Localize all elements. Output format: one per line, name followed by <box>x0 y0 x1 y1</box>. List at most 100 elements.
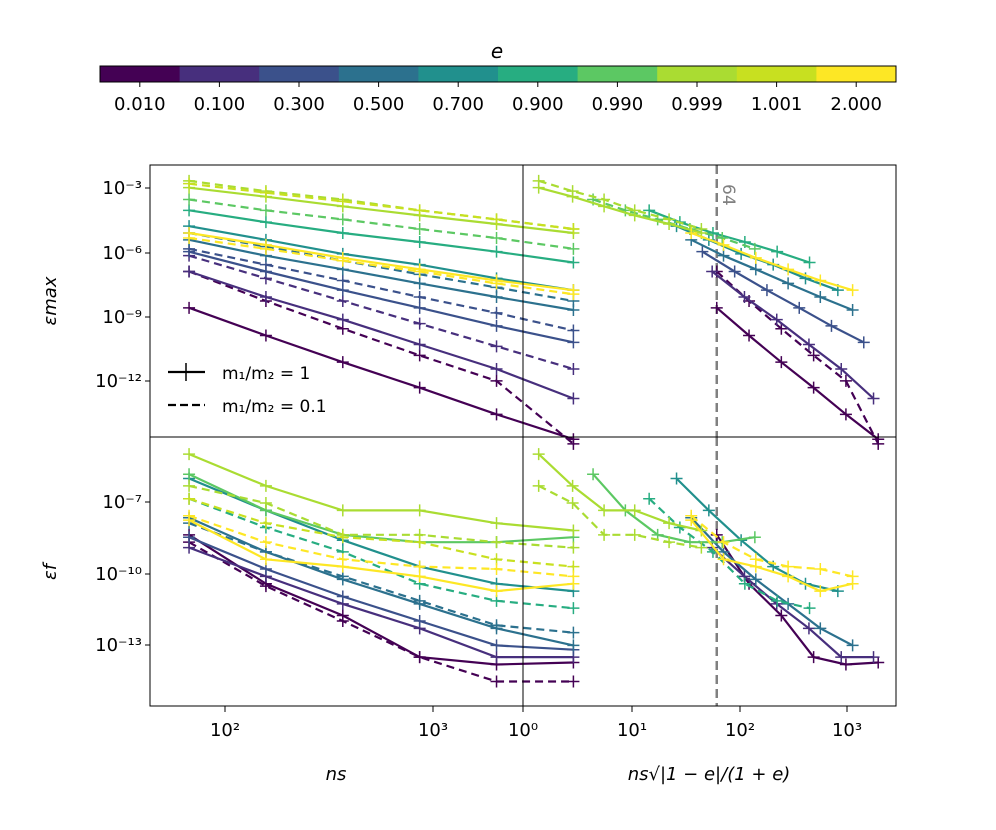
annotation-64: 64 <box>718 184 738 206</box>
data-point-marker <box>628 504 641 517</box>
series-line <box>690 516 854 647</box>
series-line <box>538 186 702 235</box>
data-point-marker <box>706 227 719 239</box>
panel-top-right <box>532 165 885 450</box>
data-point-marker <box>728 265 741 278</box>
data-point-marker <box>413 536 426 549</box>
data-point-marker <box>807 349 820 362</box>
colorbar-tick-label: 0.500 <box>353 94 405 115</box>
series-line <box>188 536 574 651</box>
data-point-marker <box>259 204 272 217</box>
data-point-marker <box>567 675 580 688</box>
data-point-marker <box>628 528 641 541</box>
legend-solid-label: m₁/m₂ = 1 <box>222 364 310 384</box>
data-point-marker <box>567 570 580 583</box>
data-point-marker <box>846 284 859 297</box>
data-point-marker <box>183 193 196 206</box>
data-point-marker <box>771 245 784 258</box>
data-point-marker <box>259 216 272 229</box>
data-point-marker <box>183 204 196 217</box>
data-point-marker <box>749 573 762 586</box>
legend-dashed-label: m₁/m₂ = 0.1 <box>222 397 327 417</box>
colorbar-tick-label: 1.001 <box>751 94 803 115</box>
y-axis-label-top: εmax <box>40 276 61 325</box>
data-point-marker <box>717 249 730 262</box>
colorbar-tick-label: 2.000 <box>830 94 882 115</box>
data-point-marker <box>490 363 503 375</box>
data-point-marker <box>567 639 580 652</box>
data-point-marker <box>183 541 196 554</box>
data-point-marker <box>567 336 580 349</box>
data-point-marker <box>413 265 426 278</box>
data-point-marker <box>490 277 503 290</box>
data-point-marker <box>598 504 611 517</box>
data-point-marker <box>716 232 729 245</box>
data-point-marker <box>336 614 349 627</box>
frame-bottom-left <box>149 436 524 707</box>
data-point-marker <box>782 263 795 276</box>
data-point-marker <box>413 560 426 573</box>
y-tick-label: 10⁻⁷ <box>102 492 142 513</box>
series-line <box>188 270 574 400</box>
colorbar-cell <box>338 66 419 82</box>
data-point-marker <box>846 570 859 583</box>
data-point-marker <box>717 553 730 566</box>
data-point-marker <box>566 479 579 492</box>
series-line <box>188 270 575 445</box>
data-point-marker <box>259 291 272 304</box>
data-point-marker <box>413 594 426 607</box>
panel-bottom-right: 10⁰ 10¹ 10² 10³ <box>508 437 885 741</box>
colorbar-tick-label: 0.100 <box>194 94 246 115</box>
data-point-marker <box>749 263 762 276</box>
data-point-marker <box>490 319 503 332</box>
y-tick-label: 10⁻³ <box>102 178 142 199</box>
data-point-marker <box>567 541 580 554</box>
series-line <box>711 270 875 400</box>
series-line <box>188 533 574 666</box>
data-point-marker <box>183 531 196 544</box>
colorbar-cell <box>816 66 897 82</box>
data-point-marker <box>183 492 196 505</box>
colorbar-cell <box>100 66 181 82</box>
series-line <box>188 497 574 610</box>
frame-bottom-right <box>522 436 897 707</box>
series-line <box>188 497 574 568</box>
data-point-marker <box>663 536 676 549</box>
series-line <box>188 522 574 634</box>
data-point-marker <box>413 301 426 314</box>
data-point-marker <box>413 223 426 236</box>
data-point-marker <box>802 338 815 351</box>
legend: m₁/m₂ = 1 m₁/m₂ = 0.1 <box>168 363 327 417</box>
data-point-marker <box>814 291 827 304</box>
data-point-marker <box>663 213 676 226</box>
data-point-marker <box>490 408 503 421</box>
data-point-marker <box>839 658 852 671</box>
data-point-marker <box>702 504 715 517</box>
data-point-marker <box>259 536 272 549</box>
data-point-marker <box>336 356 349 369</box>
data-point-marker <box>183 509 196 522</box>
data-point-marker <box>807 381 820 394</box>
series-line <box>537 453 702 532</box>
data-point-marker <box>490 619 503 632</box>
data-point-marker <box>413 349 426 362</box>
panel-bottom-left: 10⁻⁷ 10⁻¹⁰ 10⁻¹³ 10² 10³ <box>95 448 580 741</box>
data-point-marker <box>413 204 426 217</box>
data-point-marker <box>814 563 827 576</box>
y-tick-label: 10⁻¹² <box>95 371 142 392</box>
series-line <box>188 238 574 312</box>
data-point-marker <box>775 609 788 622</box>
data-point-marker <box>490 675 503 688</box>
colorbar-tick-label: 0.900 <box>512 94 564 115</box>
data-point-marker <box>259 517 272 530</box>
data-point-marker <box>567 392 580 405</box>
x-tick-label: 10³ <box>418 720 448 741</box>
data-point-marker <box>695 524 708 537</box>
colorbar-tick-label: 0.700 <box>432 94 484 115</box>
data-point-marker <box>259 186 272 199</box>
data-point-marker <box>336 553 349 566</box>
data-point-marker <box>259 242 272 255</box>
x-axis-label-right: ns√|1 − e|/(1 + e) <box>628 764 791 785</box>
colorbar-tick-label: 0.010 <box>114 94 166 115</box>
data-point-marker <box>760 284 773 297</box>
